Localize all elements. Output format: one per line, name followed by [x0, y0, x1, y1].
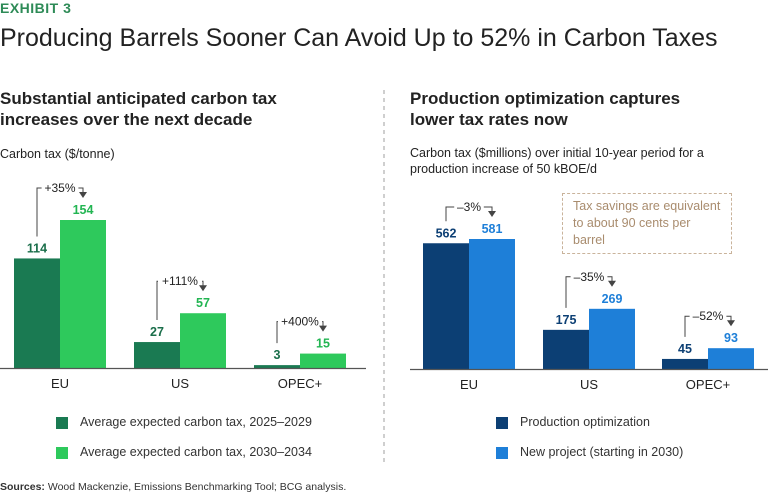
left-subtitle-line-2: increases over the next decade: [0, 110, 253, 129]
data-label: 57: [196, 296, 210, 310]
bar-us-series-1: [543, 329, 589, 369]
sources-text: Wood Mackenzie, Emissions Benchmarking T…: [44, 481, 347, 493]
bar-eu-series-1: [14, 258, 60, 368]
legend-swatch: [56, 447, 68, 459]
category-label-eu: EU: [460, 377, 478, 392]
data-label: 175: [556, 313, 577, 327]
category-label-opec: OPEC+: [278, 376, 322, 391]
left-unit-label: Carbon tax ($/tonne): [0, 147, 115, 161]
change-bracket-right: [726, 315, 732, 322]
category-label-eu: EU: [51, 376, 69, 391]
legend-label: Average expected carbon tax, 2025–2029: [80, 415, 312, 429]
legend-label: Average expected carbon tax, 2030–2034: [80, 445, 312, 459]
change-bracket-left: [276, 321, 278, 344]
change-arrowhead: [79, 192, 87, 198]
bar-us-series-1: [134, 342, 180, 368]
callout-line-2: to about 90 cents per barrel: [573, 216, 691, 247]
change-bracket-left: [565, 276, 571, 308]
right-subtitle-line-2: lower tax rates now: [410, 110, 568, 129]
legend-swatch: [496, 447, 508, 459]
change-label: +400%: [281, 315, 319, 329]
right-panel-subtitle: Production optimization captures lower t…: [410, 88, 680, 130]
legend-label: New project (starting in 2030): [520, 445, 684, 459]
change-label: +35%: [44, 181, 75, 195]
change-bracket-left: [445, 206, 455, 222]
change-arrowhead: [608, 280, 616, 287]
change-label: –35%: [574, 270, 605, 284]
category-label-us: US: [580, 377, 598, 392]
right-unit-label-line-1: Carbon tax ($millions) over initial 10-y…: [410, 146, 704, 160]
data-label: 27: [150, 325, 164, 339]
legend-label: Production optimization: [520, 415, 650, 429]
data-label: 581: [482, 222, 503, 236]
change-label: –3%: [457, 200, 481, 214]
left-subtitle-line-1: Substantial anticipated carbon tax: [0, 89, 277, 108]
legend-swatch: [56, 417, 68, 429]
data-label: 114: [27, 241, 47, 255]
savings-callout: Tax savings are equivalent to about 90 c…: [562, 193, 732, 254]
data-label: 3: [274, 348, 281, 362]
change-bracket-right: [202, 280, 204, 287]
right-unit-label-line-2: production increase of 50 kBOE/d: [410, 162, 597, 176]
change-bracket-right: [483, 206, 493, 212]
change-label: –52%: [693, 309, 724, 323]
change-bracket-right: [322, 321, 324, 327]
bar-opec-series-1: [662, 358, 708, 369]
change-bracket-left: [156, 280, 158, 321]
change-bracket-right: [78, 187, 84, 193]
category-label-us: US: [171, 376, 189, 391]
data-label: 269: [602, 292, 623, 306]
bar-us-series-2: [589, 308, 635, 369]
bar-eu-series-2: [469, 239, 515, 369]
change-label: +111%: [162, 274, 198, 288]
bar-eu-series-2: [60, 220, 106, 368]
sources-note: Sources: Wood Mackenzie, Emissions Bench…: [0, 481, 346, 493]
data-label: 45: [678, 342, 692, 356]
change-bracket-left: [36, 187, 42, 237]
legend-swatch: [496, 417, 508, 429]
exhibit-label: EXHIBIT 3: [0, 0, 72, 16]
bar-eu-series-1: [423, 243, 469, 369]
data-label: 15: [316, 337, 330, 351]
left-chart: 114 154 +35% EU 27 57 +111% US 3 15 +400% OPEC+: [0, 181, 366, 391]
page-title: Producing Barrels Sooner Can Avoid Up to…: [0, 24, 718, 52]
left-panel-subtitle: Substantial anticipated carbon tax incre…: [0, 88, 277, 130]
data-label: 154: [73, 203, 94, 217]
change-arrowhead: [727, 320, 735, 327]
category-label-opec: OPEC+: [686, 377, 730, 392]
right-chart: 562 581–3% EU 175 269 –35% US 45 93–52% OPEC+: [410, 200, 768, 392]
change-arrowhead: [319, 325, 327, 332]
change-arrowhead: [488, 211, 496, 217]
change-bracket-left: [684, 315, 690, 337]
right-unit-label: Carbon tax ($millions) over initial 10-y…: [410, 145, 704, 177]
bar-opec-series-2: [300, 353, 346, 368]
callout-line-1: Tax savings are equivalent: [573, 199, 721, 213]
change-arrowhead: [199, 285, 207, 292]
bar-opec-series-2: [708, 348, 754, 369]
data-label: 93: [724, 331, 738, 345]
sources-label: Sources:: [0, 481, 45, 493]
right-subtitle-line-1: Production optimization captures: [410, 89, 681, 108]
bar-us-series-2: [180, 313, 226, 368]
data-label: 562: [436, 226, 457, 240]
bar-opec-series-1: [254, 365, 300, 368]
change-bracket-right: [607, 276, 613, 282]
